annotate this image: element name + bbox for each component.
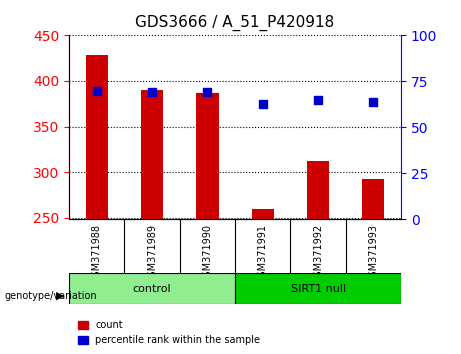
FancyBboxPatch shape — [69, 273, 235, 304]
Bar — [196, 93, 219, 354]
Bar — [252, 209, 274, 354]
Bar — [307, 161, 329, 354]
Text: control: control — [133, 284, 171, 293]
Legend: count, percentile rank within the sample: count, percentile rank within the sample — [74, 316, 264, 349]
Point — [259, 101, 266, 106]
FancyBboxPatch shape — [235, 273, 401, 304]
Point — [204, 90, 211, 95]
Point — [370, 99, 377, 104]
Text: ▶: ▶ — [56, 291, 65, 301]
Bar — [362, 179, 384, 354]
Text: SIRT1 null: SIRT1 null — [290, 284, 346, 293]
Text: genotype/variation: genotype/variation — [5, 291, 97, 301]
Title: GDS3666 / A_51_P420918: GDS3666 / A_51_P420918 — [136, 15, 335, 31]
Bar — [141, 90, 163, 354]
Point — [314, 97, 322, 103]
Bar — [86, 56, 108, 354]
Point — [93, 88, 100, 93]
Point — [148, 90, 156, 95]
